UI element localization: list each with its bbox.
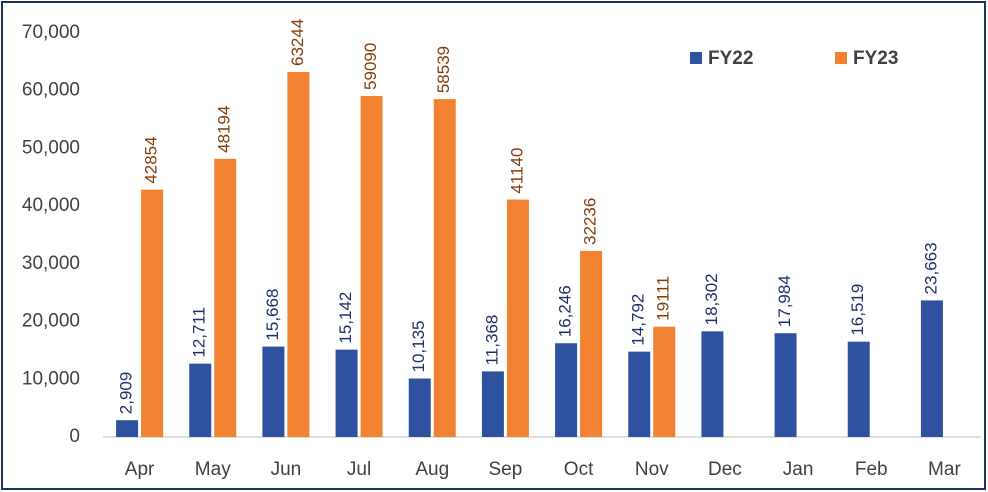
y-tick-label: 30,000 bbox=[22, 253, 80, 274]
bar bbox=[481, 371, 504, 437]
x-tick-label: Apr bbox=[125, 459, 155, 480]
value-label: 19111 bbox=[654, 276, 673, 321]
x-tick-label: Oct bbox=[564, 459, 594, 480]
bar bbox=[580, 250, 603, 437]
value-label: 41140 bbox=[507, 148, 526, 194]
legend-swatch bbox=[835, 52, 847, 64]
x-tick-label: Dec bbox=[708, 459, 742, 480]
x-tick-label: Feb bbox=[855, 459, 888, 480]
bar bbox=[628, 351, 651, 437]
bar bbox=[335, 349, 358, 437]
bar bbox=[653, 326, 676, 437]
value-label: 42854 bbox=[142, 136, 161, 183]
value-label: 14,792 bbox=[629, 294, 648, 346]
bar bbox=[189, 363, 212, 437]
bar bbox=[774, 333, 797, 437]
bar bbox=[506, 199, 529, 437]
y-tick-label: 10,000 bbox=[22, 368, 80, 389]
value-label: 23,663 bbox=[921, 242, 940, 294]
value-label: 59090 bbox=[361, 43, 380, 90]
x-tick-label: Sep bbox=[489, 459, 523, 480]
bar bbox=[141, 189, 164, 437]
value-label: 58539 bbox=[434, 46, 453, 93]
x-tick-label: Jul bbox=[347, 459, 371, 480]
bar bbox=[920, 300, 943, 437]
legend-label: FY23 bbox=[853, 48, 898, 69]
bar bbox=[360, 95, 383, 438]
bar bbox=[262, 346, 285, 437]
bar bbox=[555, 343, 578, 437]
y-tick-label: 0 bbox=[69, 426, 80, 447]
x-tick-label: Aug bbox=[415, 459, 449, 480]
bar bbox=[214, 158, 237, 437]
value-label: 11,368 bbox=[482, 315, 501, 366]
value-label: 48194 bbox=[215, 106, 234, 153]
x-tick-label: Mar bbox=[928, 459, 961, 480]
x-tick-label: Nov bbox=[635, 459, 669, 480]
bar bbox=[701, 331, 724, 437]
value-label: 63244 bbox=[288, 19, 307, 66]
value-label: 2,909 bbox=[117, 372, 136, 415]
y-tick-label: 60,000 bbox=[22, 80, 80, 101]
y-tick-label: 40,000 bbox=[22, 195, 80, 216]
value-label: 16,519 bbox=[848, 284, 867, 336]
bar bbox=[433, 99, 456, 438]
bar bbox=[408, 378, 431, 437]
x-tick-label: Jan bbox=[783, 459, 814, 480]
value-label: 10,135 bbox=[409, 321, 428, 373]
y-tick-label: 20,000 bbox=[22, 311, 80, 332]
legend-label: FY22 bbox=[708, 48, 753, 69]
bar bbox=[287, 71, 310, 438]
y-tick-label: 50,000 bbox=[22, 137, 80, 158]
legend-swatch bbox=[690, 52, 702, 64]
value-label: 15,668 bbox=[263, 289, 282, 341]
value-label: 15,142 bbox=[336, 292, 355, 344]
x-tick-label: May bbox=[195, 459, 231, 480]
x-tick-label: Jun bbox=[271, 459, 302, 480]
bar bbox=[116, 420, 139, 437]
bar bbox=[847, 341, 870, 437]
value-label: 18,302 bbox=[702, 273, 721, 325]
value-label: 16,246 bbox=[556, 285, 575, 337]
value-label: 12,711 bbox=[190, 307, 209, 358]
value-label: 32236 bbox=[581, 198, 600, 245]
value-label: 17,984 bbox=[775, 275, 794, 327]
y-tick-label: 70,000 bbox=[22, 22, 80, 43]
